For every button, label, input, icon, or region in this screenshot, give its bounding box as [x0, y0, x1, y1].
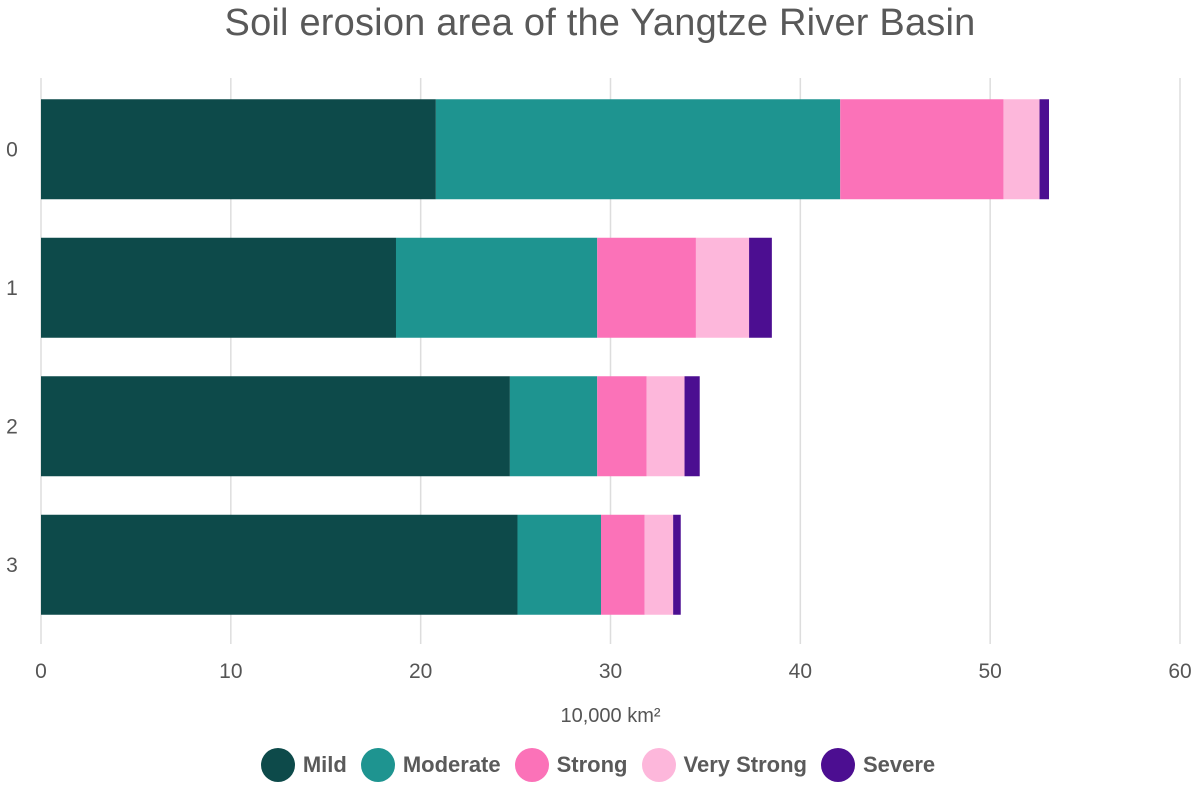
legend-item-very-strong[interactable]: Very Strong [641, 748, 807, 782]
bar-1-strong [597, 237, 696, 338]
bar-3-moderate [517, 514, 602, 615]
x-tick-label-0: 0 [35, 660, 47, 683]
legend-swatch-moderate [360, 748, 395, 782]
legend-item-severe[interactable]: Severe [820, 748, 936, 782]
bar-0-moderate [435, 99, 841, 200]
chart-legend: Mild Moderate Strong Very Strong Severe [0, 748, 1200, 782]
bar-2-very-strong [646, 376, 685, 477]
legend-item-strong[interactable]: Strong [514, 748, 628, 782]
legend-swatch-severe [820, 748, 855, 782]
bar-3-very-strong [644, 514, 674, 615]
legend-item-mild[interactable]: Mild [260, 748, 347, 782]
legend-swatch-mild [260, 748, 295, 782]
bar-2-severe [684, 376, 700, 477]
legend-label-severe: Severe [862, 752, 936, 777]
bar-2-mild [41, 376, 510, 477]
bar-0-strong [840, 99, 1004, 200]
x-tick-label-3: 30 [599, 660, 622, 683]
x-tick-label-1: 10 [219, 660, 242, 683]
legend-label-mild: Mild [302, 752, 347, 777]
legend-swatch-strong [514, 748, 549, 782]
y-tick-label-3: 3 [6, 554, 18, 577]
legend-label-strong: Strong [556, 752, 628, 777]
bar-1-very-strong [695, 237, 750, 338]
legend-label-moderate: Moderate [402, 752, 501, 777]
bar-1-mild [41, 237, 396, 338]
legend-swatch-very-strong [641, 748, 676, 782]
x-axis-title: 10,000 km² [560, 705, 660, 727]
bar-1-moderate [395, 237, 598, 338]
y-tick-label-1: 1 [6, 277, 18, 300]
legend-label-very-strong: Very Strong [683, 752, 807, 777]
bar-0-very-strong [1003, 99, 1040, 200]
bar-3-mild [41, 514, 518, 615]
bar-1-severe [749, 237, 772, 338]
bar-2-strong [597, 376, 647, 477]
x-tick-label-6: 60 [1168, 660, 1191, 683]
x-tick-label-5: 50 [978, 660, 1001, 683]
y-tick-label-0: 0 [6, 138, 18, 161]
x-tick-label-2: 20 [409, 660, 432, 683]
legend-item-moderate[interactable]: Moderate [360, 748, 501, 782]
bar-0-mild [41, 99, 436, 200]
bar-3-strong [601, 514, 645, 615]
y-tick-label-2: 2 [6, 415, 18, 438]
bar-0-severe [1039, 99, 1050, 200]
x-tick-label-4: 40 [789, 660, 812, 683]
bar-3-severe [673, 514, 681, 615]
chart-title: Soil erosion area of the Yangtze River B… [224, 2, 976, 44]
bar-2-moderate [509, 376, 598, 477]
